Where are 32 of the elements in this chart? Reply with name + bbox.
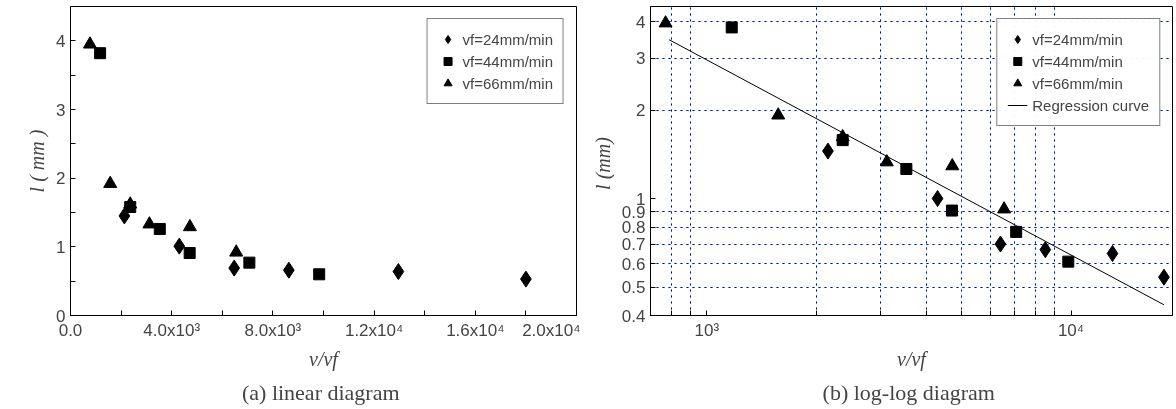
y-tick-label: 0.7: [621, 235, 646, 255]
x-axis-title: v/vf: [309, 347, 341, 371]
x-tick-label: 1.6x10⁴: [446, 320, 505, 340]
x-tick-label: 2.0x10⁴: [522, 320, 581, 340]
legend-label: vf=24mm/min: [1032, 30, 1123, 48]
text: (b) log-log diagram: [822, 379, 995, 405]
y-tick-label: 2: [56, 169, 66, 189]
legend-label: Regression curve: [1032, 96, 1149, 114]
y-tick-label: 4: [636, 12, 646, 32]
legend-label: vf=44mm/min: [462, 52, 553, 70]
y-tick-label: 4: [56, 31, 66, 51]
y-tick-label: 2: [636, 101, 646, 121]
y-tick-label: 0.4: [621, 306, 646, 326]
x-tick-label: 10⁴: [1057, 320, 1085, 340]
x-axis-title: v/vf: [897, 347, 929, 371]
legend-label: vf=44mm/min: [1032, 52, 1123, 70]
x-tick-label: 4.0x10³: [143, 320, 201, 340]
legend-label: vf=66mm/min: [462, 74, 553, 92]
y-tick-label: 3: [636, 49, 646, 69]
legend-label: vf=24mm/min: [462, 30, 553, 48]
x-tick-label: 1.2x10⁴: [344, 320, 404, 340]
y-tick-label: 0.6: [621, 254, 646, 274]
y-tick-label: 0.5: [621, 278, 646, 298]
text: (a) linear diagram: [241, 379, 400, 405]
y-axis-title: l ( mm ): [26, 129, 50, 193]
x-tick-label: 8.0x10³: [244, 320, 302, 340]
y-tick-label: 3: [56, 100, 66, 120]
y-tick-label: 1: [56, 237, 66, 257]
y-axis-title: l (mm): [591, 136, 615, 190]
x-tick-label: 10³: [694, 320, 720, 340]
y-tick-label: 0.8: [621, 218, 646, 238]
legend-label: vf=66mm/min: [1032, 74, 1123, 92]
